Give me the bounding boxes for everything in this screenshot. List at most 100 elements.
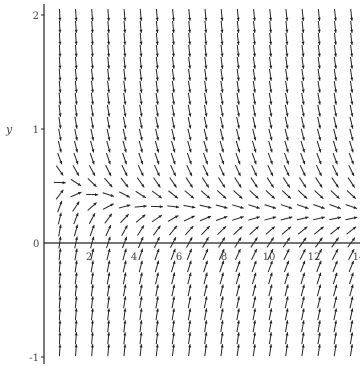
field-arrow-head	[58, 212, 62, 217]
field-arrow-head	[334, 137, 338, 141]
field-arrow-head	[221, 272, 224, 277]
field-arrow-head	[252, 41, 256, 45]
field-arrow-head	[350, 332, 354, 336]
field-arrow-head	[90, 77, 94, 81]
field-arrow-head	[58, 332, 62, 336]
field-arrow-head	[269, 308, 273, 312]
field-arrow-head	[301, 89, 305, 93]
field-arrow-head	[173, 184, 177, 188]
field-arrow-head	[123, 344, 127, 348]
y-tick-label: 1	[33, 125, 39, 136]
field-arrow-head	[301, 65, 305, 69]
field-arrow-head	[269, 101, 273, 105]
field-arrow-head	[189, 172, 192, 177]
field-arrow-head	[172, 101, 176, 105]
field-arrow-head	[188, 148, 192, 153]
field-arrow-head	[188, 29, 192, 33]
field-arrow-head	[172, 77, 176, 81]
field-arrow-head	[189, 248, 192, 253]
field-arrow-head	[155, 17, 159, 21]
field-arrow-head	[188, 137, 192, 141]
field-arrow-head	[304, 206, 309, 209]
field-arrow-head	[124, 236, 127, 241]
field-arrow-head	[91, 272, 95, 276]
field-arrow-head	[58, 224, 62, 228]
field-arrow-head	[236, 77, 240, 81]
field-arrow-head	[109, 183, 113, 188]
field-arrow-head	[204, 320, 208, 324]
field-arrow-head	[58, 260, 62, 264]
field-arrow-head	[107, 160, 111, 165]
field-arrow-head	[156, 149, 160, 153]
field-arrow-head	[155, 296, 159, 300]
x-tick-label: 10	[263, 252, 276, 263]
x-tick-label: 14	[353, 252, 360, 263]
field-arrow-head	[58, 53, 62, 57]
field-arrow-head	[205, 260, 208, 265]
field-arrow-head	[123, 308, 127, 312]
field-arrow-head	[350, 29, 354, 33]
field-arrow-head	[58, 320, 62, 324]
field-arrow-head	[75, 160, 79, 165]
y-origin-label: 0	[33, 239, 39, 250]
field-arrow-head	[317, 77, 321, 81]
field-arrow-head	[139, 125, 143, 129]
field-arrow-head	[350, 272, 354, 277]
field-arrow-head	[253, 77, 257, 81]
field-arrow-head	[188, 260, 192, 265]
field-arrow-head	[272, 216, 277, 220]
field-arrow-head	[74, 344, 78, 348]
field-arrow-head	[91, 260, 95, 264]
field-arrow-head	[91, 284, 95, 288]
field-arrow-head	[90, 29, 94, 33]
field-arrow-head	[350, 320, 354, 324]
field-arrow-head	[94, 193, 99, 197]
field-arrow-head	[173, 225, 177, 230]
field-arrow-head	[318, 296, 322, 300]
field-arrow-head	[188, 89, 192, 93]
x-tick-layer: 2 4 6 8 10 12 14	[86, 252, 360, 263]
field-arrow-head	[301, 113, 305, 117]
field-arrow-head	[350, 41, 354, 45]
field-arrow-head	[123, 17, 127, 21]
field-arrow-head	[334, 272, 338, 277]
field-arrow-head	[318, 148, 322, 153]
field-arrow-head	[269, 284, 273, 288]
field-arrow-head	[269, 296, 273, 300]
field-arrow-head	[253, 248, 257, 253]
field-arrow-head	[305, 216, 309, 220]
field-arrow-head	[204, 89, 208, 93]
field-arrow-head	[302, 260, 306, 265]
field-arrow-head	[301, 41, 305, 45]
field-arrow-head	[317, 41, 321, 45]
field-arrow-head	[285, 148, 289, 153]
field-arrow-head	[236, 344, 240, 348]
field-arrow-head	[123, 260, 127, 264]
field-arrow-head	[107, 17, 111, 21]
field-arrow-head	[58, 17, 62, 21]
field-arrow-head	[318, 160, 322, 165]
field-arrow-head	[318, 260, 322, 265]
field-arrow-head	[302, 284, 305, 288]
field-arrow-head	[285, 53, 289, 57]
field-arrow-head	[252, 29, 256, 33]
field-arrow-head	[58, 284, 62, 288]
field-arrow-head	[318, 125, 322, 129]
field-arrow-head	[221, 172, 225, 177]
field-arrow-head	[285, 125, 289, 129]
field-arrow-head	[285, 29, 289, 33]
field-arrow-head	[222, 184, 226, 188]
field-arrow-head	[220, 41, 224, 45]
field-arrow-head	[253, 332, 257, 336]
field-arrow-head	[318, 113, 322, 117]
field-arrow-head	[204, 29, 208, 33]
field-arrow-head	[269, 344, 273, 348]
field-arrow-head	[220, 77, 224, 81]
field-arrow-head	[90, 41, 94, 45]
field-arrow-head	[253, 65, 257, 69]
field-arrow-head	[269, 320, 273, 324]
field-arrow-head	[350, 148, 354, 153]
field-arrow-head	[204, 65, 208, 69]
arrow-layer	[53, 8, 358, 357]
field-arrow-head	[222, 226, 227, 230]
